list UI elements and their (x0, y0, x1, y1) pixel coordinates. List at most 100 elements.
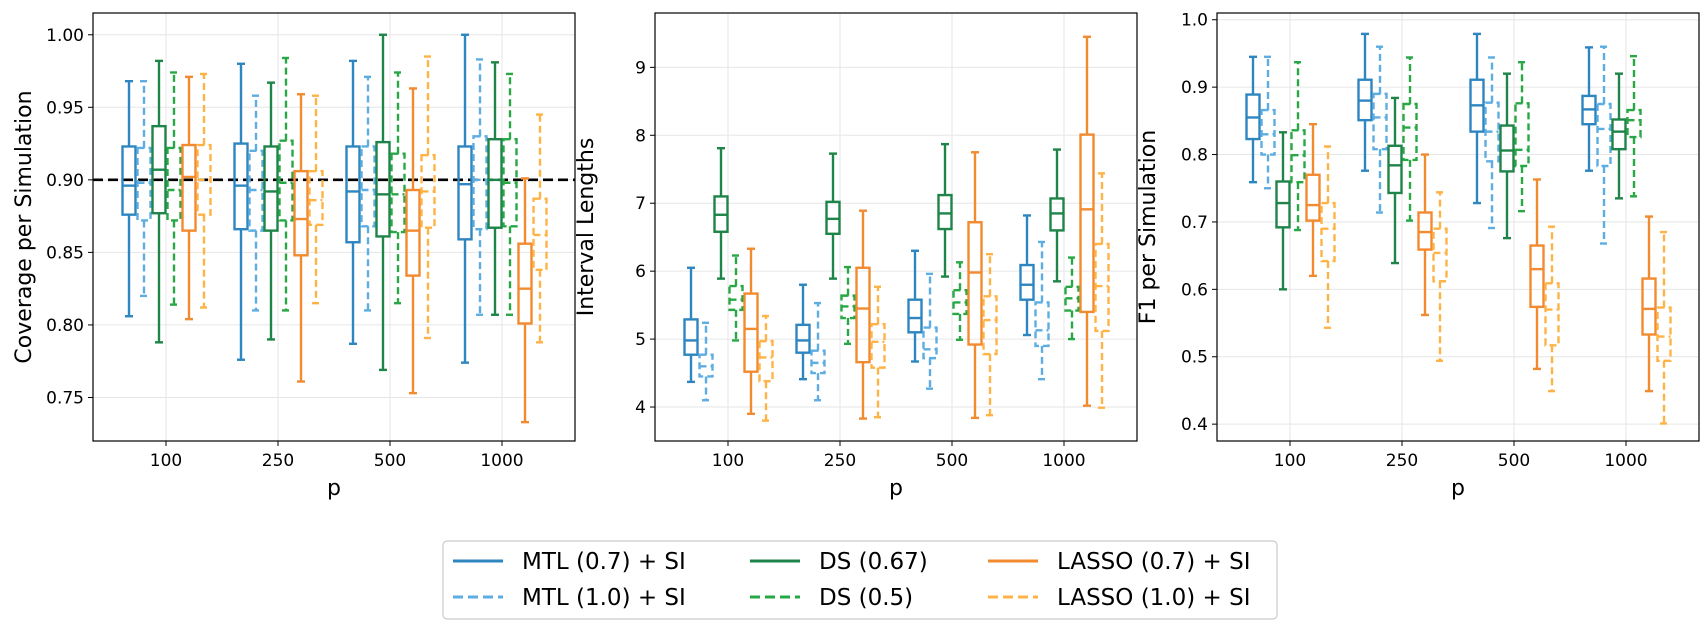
box-ds-0-67--500 (1499, 72, 1515, 240)
box-iqr (263, 145, 279, 232)
box-iqr (121, 145, 137, 216)
box-mtl-0-7-si-500 (345, 59, 361, 345)
y-tick-label: 1.0 (1181, 11, 1208, 31)
box-iqr (166, 146, 182, 222)
box-ds-0-5--100 (1290, 61, 1306, 232)
y-tick-label: 8 (635, 126, 646, 146)
legend-item: DS (0.5) (750, 585, 913, 611)
box-ds-0-5--250 (278, 56, 294, 312)
box-lasso-1-0-si-250 (308, 94, 324, 305)
y-tick-label: 0.75 (46, 388, 84, 408)
box-mtl-1-0-si-250 (810, 301, 826, 402)
box-mtl-1-0-si-100 (698, 321, 714, 402)
y-tick-label: 6 (635, 262, 646, 282)
y-tick-label: 7 (635, 194, 646, 214)
box-iqr (907, 298, 923, 334)
legend-item: MTL (1.0) + SI (453, 585, 686, 611)
x-tick-label: 100 (150, 451, 182, 471)
box-iqr (758, 339, 774, 383)
box-lasso-1-0-si-100 (758, 314, 774, 422)
box-iqr (375, 140, 391, 238)
box-mtl-1-0-si-500 (360, 75, 376, 312)
box-iqr (1499, 124, 1515, 173)
y-tick-label: 0.7 (1181, 213, 1208, 233)
legend-label: MTL (1.0) + SI (522, 585, 686, 611)
box-iqr (1019, 263, 1035, 301)
box-mtl-1-0-si-1000 (472, 58, 488, 316)
box-iqr (1402, 102, 1418, 162)
box-iqr (982, 295, 998, 356)
box-iqr (457, 145, 473, 241)
box-iqr (1260, 108, 1276, 156)
box-iqr (1305, 173, 1321, 222)
box-iqr (1641, 277, 1657, 336)
box-mtl-0-7-si-100 (1245, 55, 1261, 184)
box-ds-0-5--1000 (1064, 256, 1080, 341)
x-tick-label: 500 (374, 451, 406, 471)
box-iqr (870, 322, 886, 369)
y-tick-label: 0.80 (46, 316, 84, 336)
box-ds-0-67--250 (263, 81, 279, 341)
box-iqr (405, 188, 421, 277)
box-mtl-0-7-si-500 (907, 249, 923, 363)
box-iqr (1387, 144, 1403, 195)
legend: MTL (0.7) + SI MTL (1.0) + SI DS (0.67) DS … (442, 540, 1278, 620)
x-axis-label: p (889, 476, 903, 501)
y-axis-label: Coverage per Simulation (12, 90, 37, 363)
box-iqr (1094, 242, 1110, 333)
box-mtl-1-0-si-500 (922, 272, 938, 390)
box-lasso-0-7-si-500 (405, 87, 421, 395)
box-iqr (1656, 306, 1672, 362)
box-ds-0-67--250 (825, 152, 841, 280)
box-iqr (728, 284, 744, 312)
legend-label: DS (0.67) (819, 549, 928, 575)
y-tick-label: 0.90 (46, 171, 84, 191)
box-iqr (360, 145, 376, 228)
y-tick-label: 0.9 (1181, 78, 1208, 98)
box-iqr (345, 145, 361, 244)
axes-frame (654, 12, 1138, 442)
box-iqr (487, 138, 503, 229)
y-tick-label: 0.85 (46, 243, 84, 263)
box-mtl-0-7-si-250 (795, 283, 811, 381)
box-iqr (1432, 227, 1448, 283)
x-tick-label: 1000 (1042, 451, 1085, 471)
box-iqr (967, 221, 983, 346)
box-mtl-0-7-si-1000 (457, 33, 473, 364)
box-iqr (1372, 92, 1388, 151)
x-axis-label: p (327, 476, 341, 501)
x-tick-label: 1000 (480, 451, 523, 471)
legend-item: MTL (0.7) + SI (453, 549, 686, 575)
box-iqr (136, 146, 152, 222)
box-mtl-1-0-si-1000 (1596, 45, 1612, 245)
box-mtl-0-7-si-1000 (1581, 46, 1597, 172)
y-tick-label: 0.6 (1181, 280, 1208, 300)
x-tick-label: 250 (262, 451, 294, 471)
box-iqr (1079, 133, 1095, 314)
box-mtl-1-0-si-100 (1260, 55, 1276, 190)
box-mtl-0-7-si-100 (683, 266, 699, 384)
box-lasso-0-7-si-1000 (517, 177, 533, 424)
box-lasso-1-0-si-1000 (1656, 230, 1672, 425)
box-lasso-1-0-si-100 (1320, 145, 1336, 329)
legend-label: LASSO (1.0) + SI (1057, 585, 1251, 611)
box-iqr (1596, 102, 1612, 168)
box-mtl-1-0-si-100 (136, 79, 152, 298)
legend-item: LASSO (1.0) + SI (988, 585, 1251, 611)
box-mtl-1-0-si-250 (248, 94, 264, 312)
box-iqr (293, 169, 309, 257)
y-tick-label: 4 (635, 398, 646, 418)
box-iqr (1320, 201, 1336, 263)
box-iqr (278, 139, 294, 222)
box-mtl-1-0-si-1000 (1034, 240, 1050, 381)
y-axis-label: Interval Lengths (574, 138, 599, 317)
box-iqr (472, 135, 488, 231)
legend-box (442, 540, 1278, 620)
box-lasso-1-0-si-500 (420, 55, 436, 340)
box-lasso-1-0-si-250 (1432, 191, 1448, 362)
x-tick-label: 500 (1498, 451, 1530, 471)
legend-item: LASSO (0.7) + SI (988, 549, 1251, 575)
box-mtl-0-7-si-500 (1469, 32, 1485, 205)
x-tick-label: 250 (824, 451, 856, 471)
